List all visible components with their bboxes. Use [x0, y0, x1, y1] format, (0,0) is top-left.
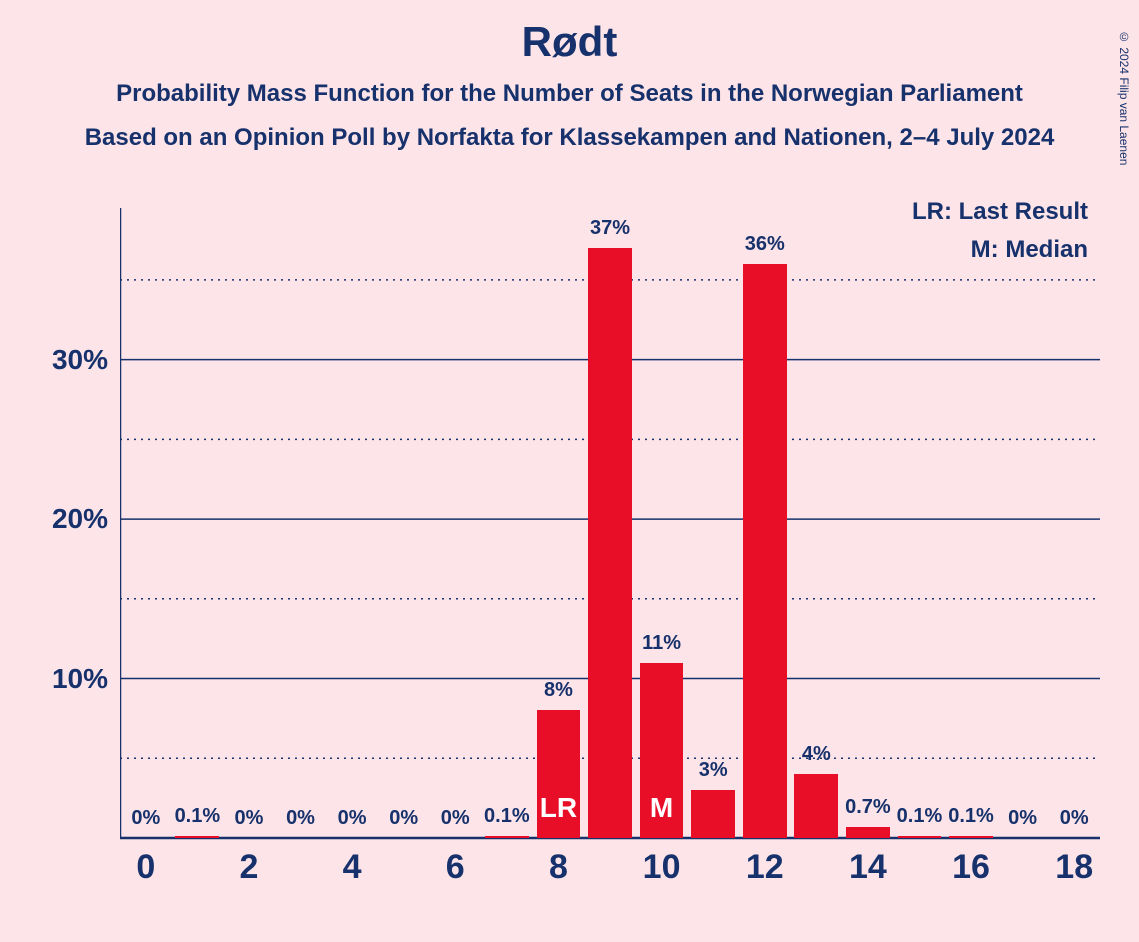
bars-container: 0% 0.1% 0% 0% 0% 0% 0% 0.1% 8% LR 37% 11% M 3% 36% 4% 0.…: [120, 208, 1100, 838]
bar-value-label: 0.1%: [948, 805, 994, 828]
bar-value-label: 0%: [1060, 807, 1089, 830]
bar: [485, 836, 529, 838]
chart-subtitle-1: Probability Mass Function for the Number…: [0, 80, 1139, 108]
bar: [949, 836, 993, 838]
bar-value-label: 0%: [286, 807, 315, 830]
bar-value-label: 0%: [389, 807, 418, 830]
bar-value-label: 0%: [441, 807, 470, 830]
chart-subtitle-2: Based on an Opinion Poll by Norfakta for…: [0, 124, 1139, 152]
x-axis-label: 16: [952, 848, 990, 887]
x-axis-label: 0: [136, 848, 155, 887]
bar-value-label: 0%: [338, 807, 367, 830]
x-axis-label: 14: [849, 848, 887, 887]
y-axis-label: 30%: [52, 344, 108, 376]
y-axis-label: 10%: [52, 663, 108, 695]
bar-value-label: 0%: [131, 807, 160, 830]
bar-value-label: 0%: [234, 807, 263, 830]
bar-value-label: 11%: [642, 632, 681, 655]
chart-area: LR: Last Result M: Median 0%0.1%0%0%0%0%…: [120, 208, 1100, 843]
x-axis-label: 2: [239, 848, 258, 887]
bar-value-label: 0.1%: [175, 805, 221, 828]
bar-value-label: 0%: [1008, 807, 1037, 830]
bar-value-label: 3%: [699, 759, 728, 782]
x-axis-label: 6: [446, 848, 465, 887]
bar-value-label: 0.1%: [484, 805, 530, 828]
x-axis-label: 8: [549, 848, 568, 887]
bar-marker: M: [650, 792, 673, 824]
chart-title: Rødt: [0, 18, 1139, 66]
bar: [175, 836, 219, 838]
bar-value-label: 8%: [544, 679, 573, 702]
bar-value-label: 0.7%: [845, 796, 891, 819]
bar: [898, 836, 942, 838]
copyright-text: © 2024 Filip van Laenen: [1117, 30, 1131, 165]
x-axis-label: 4: [343, 848, 362, 887]
bar-value-label: 36%: [745, 233, 785, 256]
bar: [743, 264, 787, 838]
x-axis-label: 12: [746, 848, 784, 887]
x-axis-label: 18: [1055, 848, 1093, 887]
bar-value-label: 4%: [802, 743, 831, 766]
bar-value-label: 0.1%: [897, 805, 943, 828]
bar: [691, 790, 735, 838]
x-axis-label: 10: [643, 848, 681, 887]
bar: [846, 827, 890, 838]
bar-marker: LR: [540, 792, 577, 824]
bar: [794, 774, 838, 838]
bar: [588, 248, 632, 838]
bar-value-label: 37%: [590, 217, 630, 240]
y-axis-label: 20%: [52, 503, 108, 535]
